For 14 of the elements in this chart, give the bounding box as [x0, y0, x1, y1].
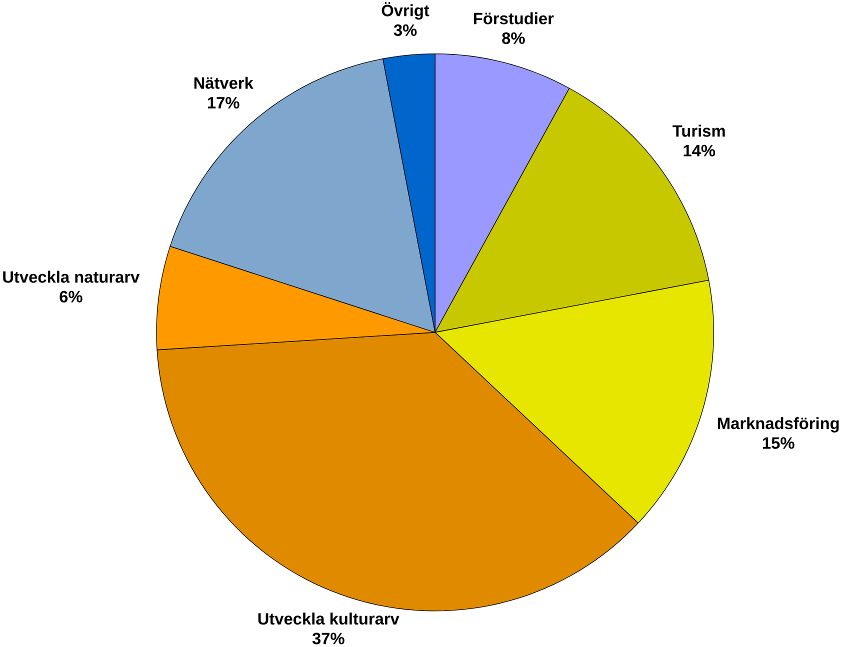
data-label: 37%	[312, 632, 344, 645]
slice-label: Övrigt	[382, 2, 430, 20]
data-label: 3%	[394, 24, 417, 36]
data-label: 6%	[60, 291, 82, 303]
slice-label: Marknadsföring	[718, 417, 839, 433]
slice-label: Nätverk	[194, 77, 254, 90]
data-label: 8%	[502, 32, 525, 44]
slice-label: Utveckla naturarv	[3, 271, 140, 284]
slice-label: Turism	[672, 125, 725, 138]
data-label: 15%	[763, 438, 794, 450]
slice-label: Förstudier	[474, 12, 554, 25]
data-label: 17%	[208, 97, 240, 109]
data-label: 14%	[684, 145, 716, 157]
slice-label: Utveckla kulturarv	[258, 612, 400, 625]
